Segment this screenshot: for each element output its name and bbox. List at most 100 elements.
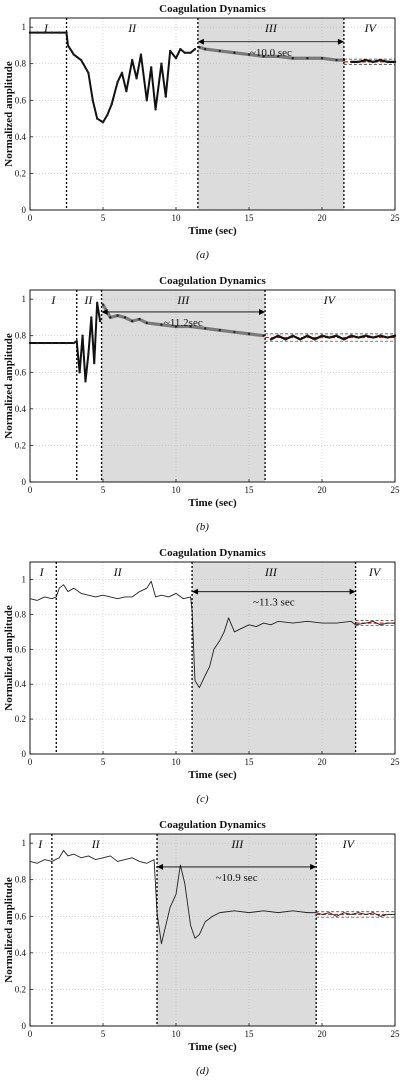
series-line (30, 301, 102, 383)
arrow-head-right (337, 38, 344, 45)
arrow-head-left (197, 38, 204, 45)
series-point (204, 47, 207, 51)
series-point (65, 31, 68, 34)
y-tick-label: 0.2 (15, 714, 26, 724)
x-tick-label: 15 (245, 1029, 255, 1039)
series-point (233, 330, 236, 334)
series-point (138, 318, 141, 321)
x-tick-label: 20 (318, 1029, 328, 1039)
series-point (313, 338, 316, 341)
series-point (320, 334, 324, 337)
phase-label: II (91, 837, 101, 851)
phase-label: II (113, 565, 123, 579)
x-tick-label: 10 (172, 1029, 182, 1039)
y-tick-label: 0.2 (15, 440, 26, 450)
series-point (50, 31, 54, 34)
x-tick-label: 25 (391, 757, 401, 767)
series-point (72, 53, 76, 56)
y-axis-label: Normalized amplitude (3, 877, 15, 983)
phase-label: III (264, 565, 278, 579)
x-tick-label: 0 (28, 485, 33, 495)
series-point (123, 316, 127, 319)
series-point (357, 60, 360, 64)
series-point (247, 53, 251, 56)
series-point (350, 60, 353, 64)
x-tick-label: 15 (245, 213, 255, 223)
series-point (174, 325, 178, 328)
series-point (198, 46, 201, 49)
series-point (110, 102, 113, 106)
series-point (364, 334, 367, 337)
series-point (342, 338, 346, 341)
x-tick-label: 20 (318, 757, 328, 767)
series-point (160, 323, 163, 326)
series-point (306, 334, 309, 337)
series-point (87, 71, 90, 75)
y-tick-label: 0.4 (15, 132, 27, 142)
y-tick-label: 0.8 (15, 331, 27, 341)
phase-label: I (37, 837, 43, 851)
x-tick-label: 10 (172, 757, 182, 767)
y-tick-label: 0.6 (15, 95, 27, 105)
y-tick-label: 0.4 (15, 948, 27, 958)
series-point (125, 89, 128, 93)
series-line (30, 31, 196, 124)
x-tick-label: 5 (101, 757, 106, 767)
series-point (204, 327, 207, 330)
series-point (262, 55, 265, 58)
series-point (357, 336, 360, 339)
series-point (269, 338, 273, 341)
series-point (160, 62, 163, 65)
chart-panel-b: Coagulation Dynamics I II III IV ~11.2sec 0 5 10… (0, 272, 405, 544)
series-point (379, 58, 382, 62)
x-tick-label: 20 (318, 213, 328, 223)
y-tick-label: 1 (22, 838, 27, 848)
y-tick-label: 1 (22, 294, 27, 304)
series-point (75, 340, 78, 343)
series-point (277, 55, 280, 58)
series-line (29, 850, 395, 945)
series-point (90, 316, 93, 319)
series-point (183, 51, 186, 54)
series-point (189, 325, 192, 328)
series-point (371, 60, 375, 64)
plot-frame (29, 289, 396, 483)
x-axis-label: Time (sec) (188, 225, 237, 237)
y-tick-label: 0.4 (15, 404, 27, 414)
chart-caption-d: (d) (196, 1065, 209, 1077)
series-point (116, 80, 119, 84)
chart-caption-b: (b) (196, 521, 209, 533)
series-point (233, 51, 236, 54)
phase-label: IV (368, 565, 382, 579)
phase-label: II (127, 21, 137, 35)
series-point (58, 341, 61, 345)
series-point (65, 341, 68, 345)
duration-label: ~10.0 sec (250, 47, 292, 59)
series-point (101, 121, 105, 124)
series-point (106, 113, 109, 117)
series-point (109, 316, 112, 319)
chart-panel-a: Coagulation Dynamics I II III IV ~10.0 sec 0 5 1… (0, 0, 405, 272)
shaded-region (192, 562, 356, 754)
series-point (335, 334, 338, 337)
series-point (98, 319, 102, 323)
series-point (78, 371, 81, 374)
series-point (149, 66, 153, 69)
series-point (168, 49, 172, 53)
y-tick-label: 0 (22, 1021, 27, 1031)
phase-label: I (39, 565, 45, 579)
series-point (139, 53, 143, 56)
y-tick-label: 0.2 (15, 984, 26, 994)
arrow-head-right (259, 308, 266, 315)
duration-label: ~11.2sec (164, 317, 203, 329)
series-point (174, 57, 178, 60)
x-tick-label: 15 (245, 757, 255, 767)
chart-panel-c: Coagulation Dynamics I II III IV ~11.3 sec 0 5 1… (0, 544, 405, 816)
series-point (193, 47, 197, 51)
x-tick-label: 10 (172, 485, 182, 495)
series-point (131, 58, 134, 62)
series-point (93, 361, 96, 365)
series-point (84, 380, 87, 383)
chart-title: Coagulation Dynamics (159, 547, 266, 559)
